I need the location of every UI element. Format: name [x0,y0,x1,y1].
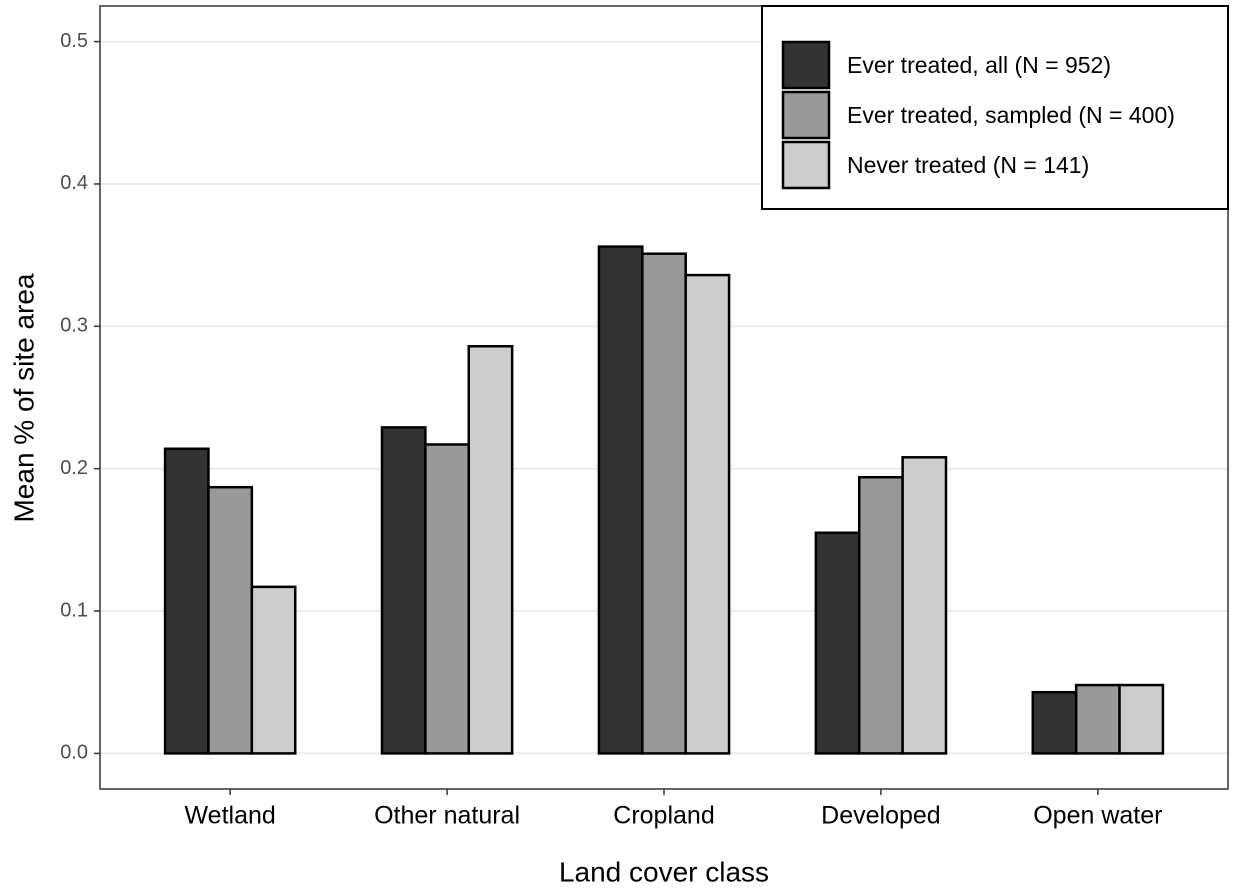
legend-label: Never treated (N = 141) [847,152,1089,178]
x-tick-label: Cropland [613,802,714,830]
plot-border [99,5,1229,790]
legend-key [781,140,831,190]
x-tick-label: Developed [821,802,941,830]
bar [684,273,731,755]
y-tick-label: 0.0 [60,742,88,764]
y-axis-title: Mean % of site area [8,273,39,522]
bar [1118,683,1165,755]
bar [380,426,427,755]
bar [163,447,210,755]
bar [467,344,514,755]
bar [814,531,861,755]
y-tick-label: 0.2 [60,457,88,479]
y-tick-label: 0.1 [60,599,88,621]
bar [641,252,687,755]
bar [207,485,254,755]
x-tick-label: Other natural [374,802,520,830]
y-tick-label: 0.4 [60,172,88,194]
legend-key [781,90,831,140]
bar [857,475,904,755]
bar [1074,683,1121,755]
x-tick-label: Open water [1033,802,1162,830]
bar [1031,690,1078,755]
legend-box [761,5,1229,210]
bar [901,456,948,755]
y-tick-label: 0.3 [60,315,88,337]
bar [250,585,297,755]
bar [597,245,644,755]
x-axis-title: Land cover class [559,856,769,887]
x-tick-label: Wetland [185,802,276,830]
legend-label: Ever treated, sampled (N = 400) [847,102,1175,128]
y-tick-label: 0.5 [60,30,88,52]
bar [424,443,471,755]
legend-key [781,40,831,90]
legend-label: Ever treated, all (N = 952) [847,52,1111,78]
